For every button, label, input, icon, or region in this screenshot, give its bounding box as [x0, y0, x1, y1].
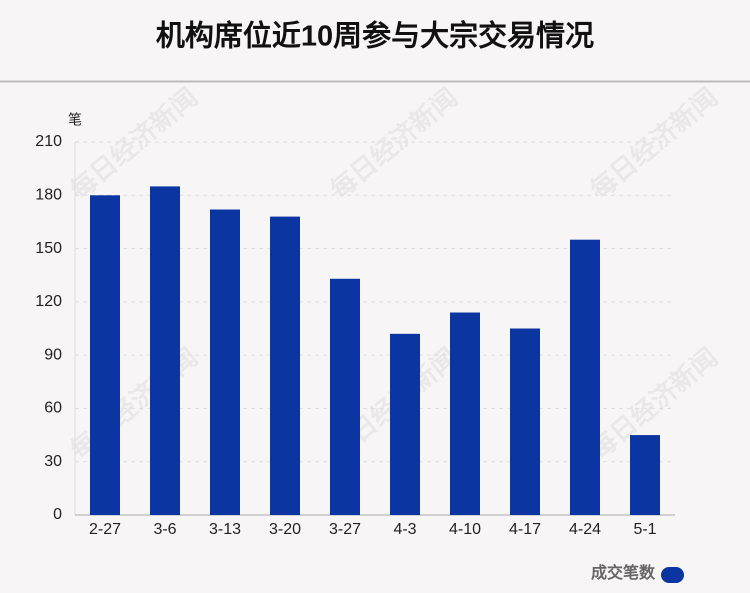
bar [90, 195, 120, 516]
x-tick-label: 3-6 [153, 521, 176, 538]
bar [390, 333, 420, 515]
y-tick-label: 0 [53, 506, 62, 523]
legend-swatch [661, 567, 684, 583]
y-tick-label: 180 [35, 187, 62, 204]
y-tick-label: 60 [44, 400, 62, 417]
x-tick-label: 3-27 [329, 521, 361, 538]
y-tick-label: 210 [35, 133, 62, 150]
x-tick-label: 4-10 [449, 521, 481, 538]
y-tick-label: 90 [44, 346, 62, 363]
legend-label: 成交笔数 [591, 563, 656, 582]
bar [210, 209, 240, 515]
y-axis-unit: 笔 [68, 112, 82, 128]
bar [330, 278, 360, 515]
bar [450, 312, 480, 515]
bar [150, 186, 180, 515]
y-tick-label: 120 [35, 293, 62, 310]
bar [570, 239, 600, 515]
bar [510, 328, 540, 515]
bar [630, 435, 660, 515]
y-tick-label: 30 [44, 453, 62, 470]
x-tick-label: 3-20 [269, 521, 301, 538]
x-tick-label: 4-17 [509, 521, 541, 538]
x-tick-label: 3-13 [209, 521, 241, 538]
y-tick-label: 150 [35, 240, 62, 257]
bar [270, 216, 300, 515]
x-tick-label: 4-24 [569, 521, 601, 538]
x-tick-label: 5-1 [633, 521, 656, 538]
x-tick-label: 4-3 [393, 521, 416, 538]
chart-title: 机构席位近10周参与大宗交易情况 [156, 19, 594, 53]
x-tick-label: 2-27 [89, 521, 121, 538]
